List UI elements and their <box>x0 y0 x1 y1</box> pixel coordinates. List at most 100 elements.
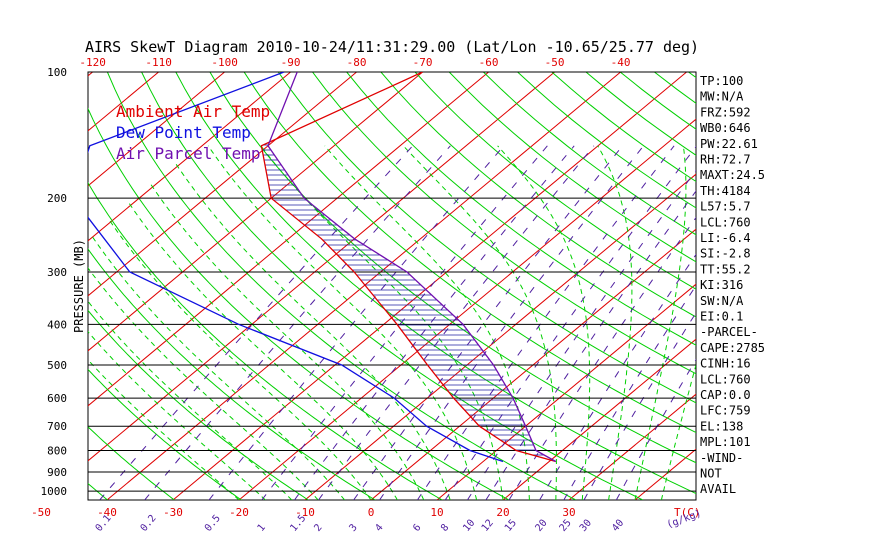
stat-item: SI:-2.8 <box>700 247 751 261</box>
isotherm-grid <box>88 72 696 500</box>
stat-item: TP:100 <box>700 74 743 88</box>
dry-adiabat-line <box>88 368 242 500</box>
top-axis-ticks: -120 -110 -100 -90 -80 -70 -60 -50 -40 <box>79 56 630 69</box>
stat-item: AVAIL <box>700 482 736 496</box>
pressure-axis-ticks: 100 200 300 400 500 600 700 800 900 1000 <box>41 66 68 498</box>
mixing-ratio-label: 6 <box>411 522 423 534</box>
mixing-ratio-label: 0.5 <box>203 513 223 534</box>
pressure-tick-label: 700 <box>47 420 67 433</box>
pressure-tick-label: 300 <box>47 266 67 279</box>
mixing-ratio-labels: 0.1 0.2 0.5 1 1.5 2 3 4 6 8 10 12 15 20 25 30 40 (g/kg) <box>94 508 703 534</box>
stat-item: TT:55.2 <box>700 262 751 276</box>
stat-item: TH:4184 <box>700 184 751 198</box>
stat-item: L57:5.7 <box>700 200 751 214</box>
top-axis-tick-label: -110 <box>145 56 172 69</box>
dry-adiabat-line <box>312 72 696 375</box>
dry-adiabat-line <box>88 482 108 500</box>
pressure-tick-label: 900 <box>47 466 67 479</box>
dry-adiabat-grid <box>88 72 870 500</box>
dry-adiabat-line <box>860 72 870 500</box>
mixing-ratio-label: 8 <box>439 522 451 534</box>
dry-adiabat-line <box>791 72 870 500</box>
mixing-ratio-label: 3 <box>347 522 359 534</box>
isotherm-line <box>172 72 687 500</box>
moist-adiabat-line <box>128 202 398 500</box>
moist-adiabat-line <box>634 145 687 500</box>
dry-adiabat-line <box>380 72 696 318</box>
top-axis-tick-label: -70 <box>413 56 433 69</box>
pressure-tick-label: 400 <box>47 318 67 331</box>
legend-item: Dew Point Temp <box>116 123 251 142</box>
pressure-tick-label: 800 <box>47 445 67 458</box>
moist-adiabat-line <box>108 219 372 500</box>
top-axis-tick-label: -120 <box>79 56 106 69</box>
stat-item: CINH:16 <box>700 357 751 371</box>
stat-item: PW:22.61 <box>700 137 758 151</box>
pressure-tick-label: 100 <box>47 66 67 79</box>
series-line <box>260 72 556 463</box>
moist-adiabat-line <box>207 145 478 500</box>
top-axis-tick-label: -80 <box>347 56 367 69</box>
stat-item: CAP:0.0 <box>700 388 751 402</box>
stat-item: FRZ:592 <box>700 105 751 119</box>
moist-adiabat-line <box>90 234 345 500</box>
dry-adiabat-line <box>757 72 870 500</box>
mixing-ratio-line <box>353 145 623 500</box>
dry-adiabat-line <box>825 72 870 500</box>
pressure-tick-label: 200 <box>47 192 67 205</box>
legend-item: Ambient Air Temp <box>116 102 270 121</box>
top-axis-tick-label: -90 <box>281 56 301 69</box>
stat-item: CAPE:2785 <box>700 341 765 355</box>
dry-adiabat-line <box>346 72 696 346</box>
dry-adiabat-line <box>277 72 696 404</box>
legend: Ambient Air Temp Dew Point Temp Air Parcel… <box>116 102 270 163</box>
isotherm-line <box>370 228 696 500</box>
isotherm-line <box>238 118 696 500</box>
moist-adiabat-line <box>174 162 451 500</box>
dry-adiabat-line <box>414 72 696 290</box>
chart-title: AIRS SkewT Diagram 2010-10-24/11:31:29.0… <box>85 38 699 56</box>
mixing-ratio-line <box>416 145 675 500</box>
pressure-tick-label: 1000 <box>41 485 68 498</box>
top-axis-tick-label: -100 <box>211 56 238 69</box>
stat-item: MAXT:24.5 <box>700 168 765 182</box>
mixing-ratio-line <box>99 145 414 500</box>
stat-item: LI:-6.4 <box>700 231 751 245</box>
dry-adiabat-line <box>448 72 696 263</box>
profile-series <box>88 72 557 463</box>
mixing-ratio-label: 2 <box>312 522 324 534</box>
moist-adiabat-line <box>260 145 504 500</box>
mixing-ratio-label: 15 <box>503 518 519 534</box>
stat-item: NOT <box>700 467 722 481</box>
isotherm-line <box>88 72 225 187</box>
stat-item: -PARCEL- <box>700 325 758 339</box>
pressure-tick-label: 600 <box>47 392 67 405</box>
isotherm-line <box>88 72 291 242</box>
dry-adiabat-line <box>106 72 577 500</box>
isotherm-line <box>502 338 696 500</box>
mixing-ratio-label: 1 <box>256 522 268 534</box>
isotherm-line <box>568 393 696 500</box>
series-line <box>267 72 557 463</box>
bottom-axis-tick-label: -10 <box>295 506 315 519</box>
legend-item: Air Parcel Temp <box>116 144 261 163</box>
bottom-axis-tick-label: 10 <box>430 506 443 519</box>
isotherm-line <box>88 72 423 352</box>
mixing-ratio-label: 4 <box>373 522 385 534</box>
moist-adiabat-line <box>150 183 425 500</box>
mixing-ratio-line <box>144 145 451 500</box>
bottom-axis-unit: T(C) <box>674 506 701 519</box>
series-line <box>88 72 504 463</box>
dry-adiabat-line <box>88 107 510 500</box>
mixing-ratio-label: 40 <box>610 518 626 534</box>
mixing-ratio-label: 12 <box>480 518 496 534</box>
isotherm-line <box>304 173 696 500</box>
stat-item: EL:138 <box>700 419 743 433</box>
bottom-axis-tick-label: -50 <box>31 506 51 519</box>
pressure-tick-label: 500 <box>47 359 67 372</box>
isobar-grid <box>88 72 696 492</box>
moist-adiabat-line <box>88 300 293 500</box>
stat-item: LCL:760 <box>700 215 751 229</box>
dry-adiabat-line <box>88 182 443 500</box>
